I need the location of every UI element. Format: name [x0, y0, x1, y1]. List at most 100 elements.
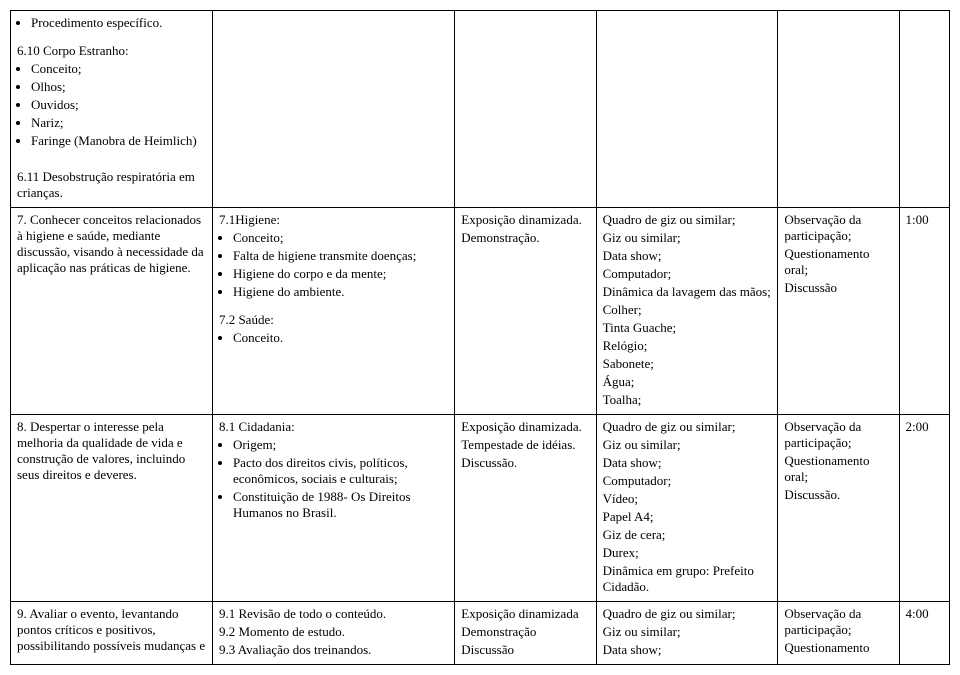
resource-text: Toalha; — [603, 392, 772, 408]
resource-text: Tinta Guache; — [603, 320, 772, 336]
cell-r4c1: 9. Avaliar o evento, levantando pontos c… — [11, 602, 213, 665]
bullet-list: Conceito; Falta de higiene transmite doe… — [233, 230, 448, 302]
objective-text: 9. Avaliar o evento, levantando pontos c… — [17, 606, 206, 654]
resource-text: Vídeo; — [603, 491, 772, 507]
resource-text: Data show; — [603, 248, 772, 264]
resource-text: Água; — [603, 374, 772, 390]
section-heading: 6.10 Corpo Estranho: — [17, 43, 206, 59]
resource-text: Quadro de giz ou similar; — [603, 419, 772, 435]
eval-text: Questionamento — [784, 640, 892, 656]
resource-text: Colher; — [603, 302, 772, 318]
resource-text: Giz ou similar; — [603, 624, 772, 640]
resource-text: Quadro de giz ou similar; — [603, 606, 772, 622]
cell-r2c1: 7. Conhecer conceitos relacionados à hig… — [11, 208, 213, 415]
method-text: Tempestade de idéias. — [461, 437, 589, 453]
list-item: Pacto dos direitos civis, políticos, eco… — [233, 455, 448, 489]
list-item: Higiene do ambiente. — [233, 284, 448, 302]
objective-text: 7. Conhecer conceitos relacionados à hig… — [17, 212, 206, 276]
content-line: 9.1 Revisão de todo o conteúdo. — [219, 606, 448, 622]
curriculum-table: Procedimento específico. 6.10 Corpo Estr… — [10, 10, 950, 665]
cell-r4c3: Exposição dinamizada Demonstração Discus… — [455, 602, 596, 665]
resource-text: Sabonete; — [603, 356, 772, 372]
eval-text: Observação da participação; — [784, 419, 892, 451]
cell-r3c2: 8.1 Cidadania: Origem; Pacto dos direito… — [212, 415, 454, 602]
list-item: Constituição de 1988- Os Direitos Humano… — [233, 489, 448, 523]
method-text: Discussão. — [461, 455, 589, 471]
cell-r3c6: 2:00 — [899, 415, 950, 602]
cell-r4c6: 4:00 — [899, 602, 950, 665]
list-item: Procedimento específico. — [31, 15, 206, 33]
eval-text: Questionamento oral; — [784, 453, 892, 485]
cell-r3c4: Quadro de giz ou similar; Giz ou similar… — [596, 415, 778, 602]
method-text: Exposição dinamizada. — [461, 212, 589, 228]
list-item: Higiene do corpo e da mente; — [233, 266, 448, 284]
eval-text: Questionamento oral; — [784, 246, 892, 278]
method-text: Demonstração — [461, 624, 589, 640]
cell-empty — [778, 11, 899, 208]
content-line: 9.2 Momento de estudo. — [219, 624, 448, 640]
bullet-list: Conceito; Olhos; Ouvidos; Nariz; Faringe… — [31, 61, 206, 151]
resource-text: Relógio; — [603, 338, 772, 354]
resource-text: Papel A4; — [603, 509, 772, 525]
cell-r2c5: Observação da participação; Questionamen… — [778, 208, 899, 415]
cell-r2c2: 7.1Higiene: Conceito; Falta de higiene t… — [212, 208, 454, 415]
cell-r2c3: Exposição dinamizada. Demonstração. — [455, 208, 596, 415]
content-line: 9.3 Avaliação dos treinandos. — [219, 642, 448, 658]
table-row: 7. Conhecer conceitos relacionados à hig… — [11, 208, 950, 415]
cell-r2c4: Quadro de giz ou similar; Giz ou similar… — [596, 208, 778, 415]
method-text: Demonstração. — [461, 230, 589, 246]
section-heading: 8.1 Cidadania: — [219, 419, 448, 435]
resource-text: Dinâmica da lavagem das mãos; — [603, 284, 772, 300]
list-item: Falta de higiene transmite doenças; — [233, 248, 448, 266]
bullet-list: Origem; Pacto dos direitos civis, políti… — [233, 437, 448, 523]
resource-text: Giz ou similar; — [603, 437, 772, 453]
cell-r1c1: Procedimento específico. 6.10 Corpo Estr… — [11, 11, 213, 208]
cell-r4c5: Observação da participação; Questionamen… — [778, 602, 899, 665]
table-row: 9. Avaliar o evento, levantando pontos c… — [11, 602, 950, 665]
list-item: Faringe (Manobra de Heimlich) — [31, 133, 206, 151]
section-heading: 7.2 Saúde: — [219, 312, 448, 328]
objective-text: 8. Despertar o interesse pela melhoria d… — [17, 419, 206, 483]
list-item: Olhos; — [31, 79, 206, 97]
resource-text: Data show; — [603, 455, 772, 471]
cell-r4c4: Quadro de giz ou similar; Giz ou similar… — [596, 602, 778, 665]
resource-text: Computador; — [603, 473, 772, 489]
table-row: 8. Despertar o interesse pela melhoria d… — [11, 415, 950, 602]
cell-empty — [899, 11, 950, 208]
resource-text: Computador; — [603, 266, 772, 282]
method-text: Discussão — [461, 642, 589, 658]
cell-r3c3: Exposição dinamizada. Tempestade de idéi… — [455, 415, 596, 602]
cell-empty — [455, 11, 596, 208]
duration-text: 1:00 — [906, 212, 944, 228]
cell-r3c5: Observação da participação; Questionamen… — [778, 415, 899, 602]
resource-text: Durex; — [603, 545, 772, 561]
cell-empty — [596, 11, 778, 208]
list-item: Nariz; — [31, 115, 206, 133]
cell-r2c6: 1:00 — [899, 208, 950, 415]
method-text: Exposição dinamizada — [461, 606, 589, 622]
eval-text: Discussão. — [784, 487, 892, 503]
eval-text: Discussão — [784, 280, 892, 296]
list-item: Conceito; — [233, 230, 448, 248]
method-text: Exposição dinamizada. — [461, 419, 589, 435]
cell-r3c1: 8. Despertar o interesse pela melhoria d… — [11, 415, 213, 602]
list-item: Origem; — [233, 437, 448, 455]
list-item: Conceito; — [31, 61, 206, 79]
eval-text: Observação da participação; — [784, 606, 892, 638]
resource-text: Giz ou similar; — [603, 230, 772, 246]
bullet-list: Procedimento específico. — [31, 15, 206, 33]
section-heading: 7.1Higiene: — [219, 212, 448, 228]
duration-text: 4:00 — [906, 606, 944, 622]
list-item: Ouvidos; — [31, 97, 206, 115]
list-item: Conceito. — [233, 330, 448, 348]
cell-empty — [212, 11, 454, 208]
resource-text: Data show; — [603, 642, 772, 658]
section-heading: 6.11 Desobstrução respiratória em crianç… — [17, 169, 206, 201]
eval-text: Observação da participação; — [784, 212, 892, 244]
duration-text: 2:00 — [906, 419, 944, 435]
cell-r4c2: 9.1 Revisão de todo o conteúdo. 9.2 Mome… — [212, 602, 454, 665]
resource-text: Giz de cera; — [603, 527, 772, 543]
bullet-list: Conceito. — [233, 330, 448, 348]
table-row: Procedimento específico. 6.10 Corpo Estr… — [11, 11, 950, 208]
resource-text: Dinâmica em grupo: Prefeito Cidadão. — [603, 563, 772, 595]
